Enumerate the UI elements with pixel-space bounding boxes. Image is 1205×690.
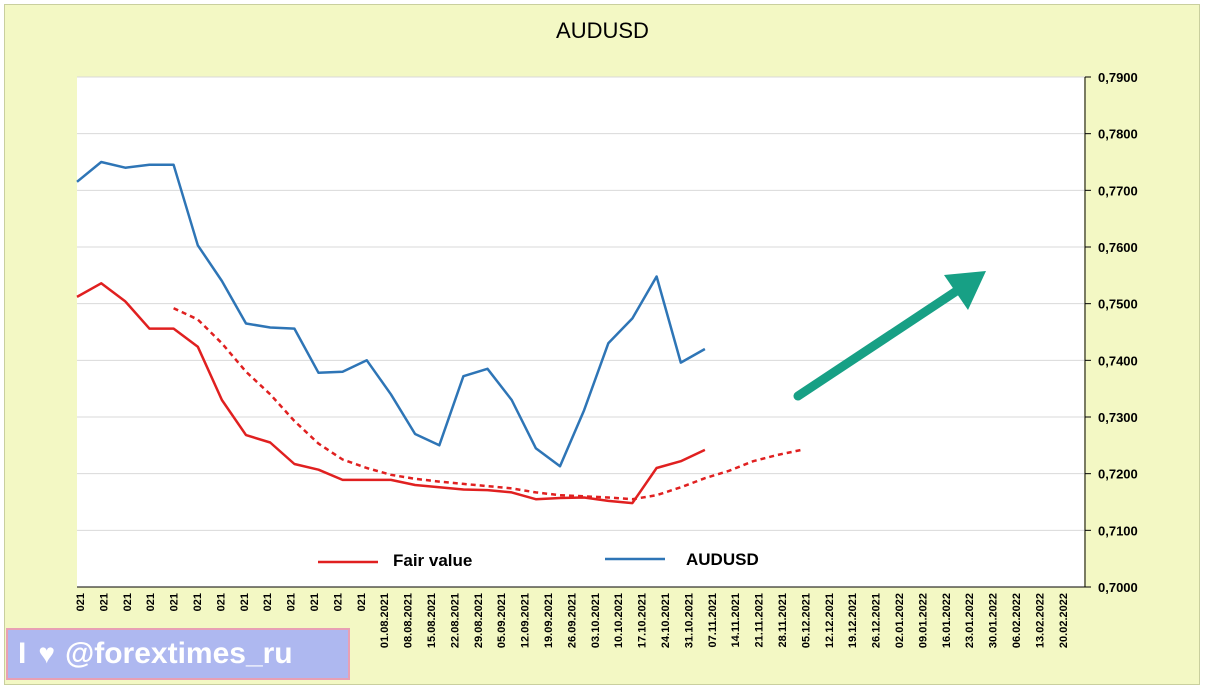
- x-tick-label: 22.08.2021: [449, 593, 461, 648]
- x-tick-label: 06.02.2022: [1011, 593, 1023, 648]
- watermark-badge: I ♥ @forextimes_ru: [6, 628, 350, 680]
- x-tick-label: 021: [215, 593, 227, 611]
- x-tick-label: 021: [192, 593, 204, 611]
- x-tick-label: 021: [309, 593, 321, 611]
- x-tick-label: 07.11.2021: [707, 593, 719, 647]
- x-tick-label: 09.01.2022: [917, 593, 929, 648]
- x-tick-label: 14.11.2021: [730, 593, 742, 647]
- x-tick-label: 021: [286, 593, 298, 611]
- y-tick-label: 0,7200: [1098, 467, 1138, 482]
- x-tick-label: 31.10.2021: [683, 593, 695, 648]
- x-tick-label: 021: [169, 593, 181, 611]
- x-tick-label: 021: [262, 593, 274, 611]
- watermark-prefix: I: [18, 637, 27, 670]
- x-tick-label: 10.10.2021: [613, 593, 625, 648]
- x-tick-label: 30.01.2022: [988, 593, 1000, 648]
- series-line-fair-value: [76, 282, 706, 505]
- x-tick-label: 021: [332, 593, 344, 611]
- trend-arrow-head: [944, 271, 986, 310]
- x-tick-label: 021: [75, 593, 87, 611]
- x-tick-label: 12.12.2021: [824, 593, 836, 648]
- x-tick-label: 20.02.2022: [1058, 593, 1070, 648]
- x-axis-ticks: 021 021 021 021 021 021 021 021 021 021 021 021 021 0…: [75, 593, 1070, 648]
- trend-arrow-shaft: [793, 285, 963, 401]
- x-tick-label: 23.01.2022: [964, 593, 976, 648]
- x-tick-label: 29.08.2021: [473, 593, 485, 648]
- x-tick-label: 021: [239, 593, 251, 611]
- x-tick-label: 28.11.2021: [777, 593, 789, 647]
- x-tick-label: 21.11.2021: [754, 593, 766, 647]
- x-tick-label: 15.08.2021: [426, 593, 438, 648]
- chart-title: AUDUSD: [556, 18, 649, 43]
- x-tick-label: 05.12.2021: [800, 593, 812, 648]
- x-tick-label: 08.08.2021: [403, 593, 415, 648]
- legend: Fair value AUDUSD: [318, 550, 759, 570]
- plot-area: [77, 77, 1084, 587]
- x-tick-label: 021: [145, 593, 157, 611]
- watermark-handle: @forextimes_ru: [64, 637, 293, 670]
- y-tick-label: 0,7100: [1098, 523, 1138, 538]
- x-tick-label: 19.12.2021: [847, 593, 859, 648]
- y-tick-label: 0,7700: [1098, 183, 1138, 198]
- series-line-audusd: [76, 160, 706, 468]
- series-lines: [76, 160, 802, 505]
- x-tick-label: 24.10.2021: [660, 593, 672, 648]
- y-tick-label: 0,7600: [1098, 240, 1138, 255]
- x-tick-label: 17.10.2021: [637, 593, 649, 648]
- x-tick-label: 02.01.2022: [894, 593, 906, 648]
- y-tick-label: 0,7000: [1098, 580, 1138, 595]
- legend-label-fair-value: Fair value: [393, 551, 472, 570]
- x-tick-label: 19.09.2021: [543, 593, 555, 648]
- y-tick-label: 0,7900: [1098, 70, 1138, 85]
- y-tick-label: 0,7400: [1098, 353, 1138, 368]
- x-tick-label: 05.09.2021: [496, 593, 508, 648]
- legend-label-audusd: AUDUSD: [686, 550, 759, 569]
- x-tick-label: 021: [356, 593, 368, 611]
- x-tick-label: 16.01.2022: [941, 593, 953, 648]
- series-line-fair-value-trend: [173, 307, 802, 501]
- x-tick-label: 26.12.2021: [871, 593, 883, 648]
- trend-arrow: [793, 271, 986, 401]
- y-axis-ticks: 0,7000 0,7100 0,7200 0,7300 0,7400 0,7500 0,76…: [1085, 70, 1138, 595]
- x-tick-label: 03.10.2021: [590, 593, 602, 648]
- x-tick-label: 021: [98, 593, 110, 611]
- y-tick-label: 0,7300: [1098, 410, 1138, 425]
- x-tick-label: 12.09.2021: [520, 593, 532, 648]
- heart-icon: ♥: [38, 638, 55, 669]
- y-tick-label: 0,7500: [1098, 297, 1138, 312]
- y-tick-label: 0,7800: [1098, 127, 1138, 142]
- x-tick-label: 26.09.2021: [566, 593, 578, 648]
- x-tick-label: 13.02.2022: [1034, 593, 1046, 648]
- x-tick-label: 021: [122, 593, 134, 611]
- x-tick-label: 01.08.2021: [379, 593, 391, 648]
